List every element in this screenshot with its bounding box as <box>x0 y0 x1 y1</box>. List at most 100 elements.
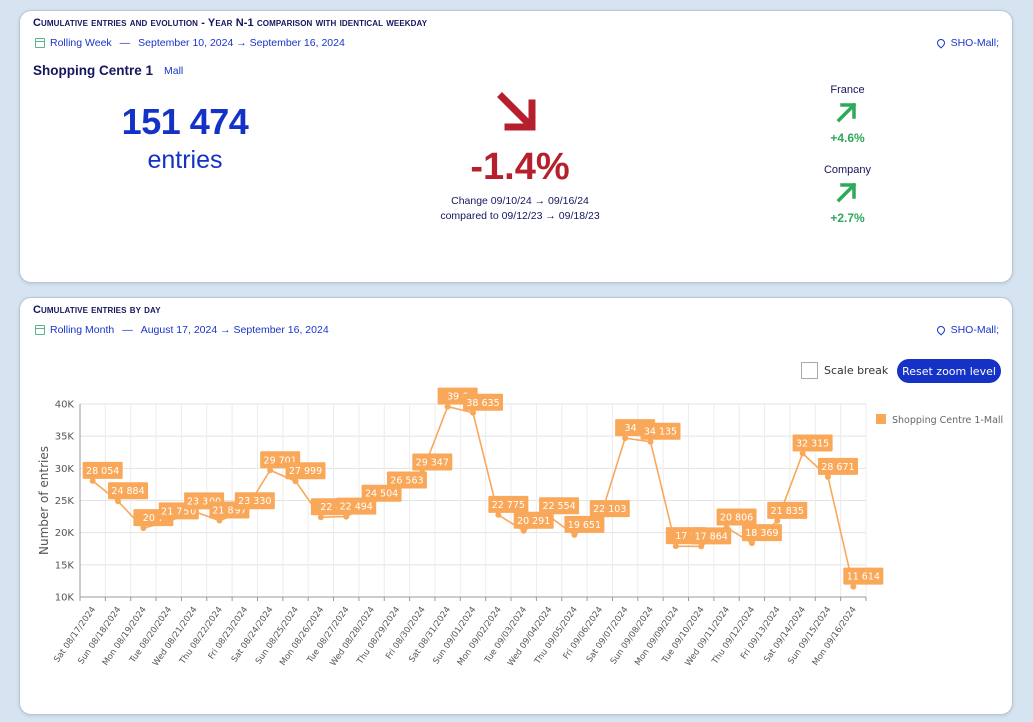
data-label: 11 614 <box>847 572 880 583</box>
data-label-box <box>336 497 377 515</box>
data-point <box>495 511 502 518</box>
data-point <box>444 403 451 410</box>
calendar-icon <box>35 38 45 48</box>
scale-break-toggle[interactable]: Scale break <box>801 362 888 379</box>
data-label: 20 806 <box>720 512 753 523</box>
summary-card: Cumulative entries and evolution - Year … <box>19 10 1013 283</box>
change-value: -1.4% <box>470 146 570 188</box>
data-point <box>672 543 679 550</box>
data-label-box <box>691 527 732 545</box>
data-label: 24 884 <box>111 486 144 497</box>
data-label-box <box>463 393 503 411</box>
data-label-box <box>640 422 681 440</box>
change-period: Change 09/10/24 → 09/16/24 <box>451 195 589 207</box>
data-point <box>647 438 654 445</box>
data-label-box <box>792 434 833 452</box>
data-point <box>622 435 629 442</box>
scale-break-checkbox[interactable] <box>801 362 818 379</box>
data-point <box>774 517 781 524</box>
data-point <box>698 543 705 550</box>
data-point <box>317 514 324 521</box>
data-label: 27 999 <box>289 466 322 477</box>
data-label: 22 554 <box>542 501 575 512</box>
data-label-box <box>234 492 275 510</box>
data-label-box <box>361 484 402 502</box>
data-label-box <box>412 453 453 471</box>
y-tick-label: 25K <box>55 496 75 507</box>
data-point <box>89 477 96 484</box>
period-type: Rolling Week <box>50 37 112 49</box>
daily-entries-card: Cumulative entries by day Rolling Month … <box>19 297 1013 715</box>
data-label: 34 135 <box>644 427 677 438</box>
entries-value: 151 474 <box>121 101 249 142</box>
data-label: 28 054 <box>86 466 119 477</box>
period-dates: September 10, 2024 → September 16, 2024 <box>138 37 345 49</box>
data-point <box>267 467 274 474</box>
y-tick-label: 30K <box>55 464 75 475</box>
y-tick-label: 15K <box>55 560 75 571</box>
y-tick-label: 35K <box>55 432 75 443</box>
summary-location: SHO-Mall; <box>934 37 999 49</box>
data-label-box <box>767 501 808 519</box>
data-label: 17 9 <box>675 531 696 542</box>
france-label: France <box>830 84 865 96</box>
daily-location: SHO-Mall; <box>934 324 999 336</box>
legend-label: Shopping Centre 1-Mall <box>892 415 1003 426</box>
location-label: SHO-Mall; <box>950 37 999 49</box>
data-point <box>292 478 299 485</box>
period-separator: — <box>119 37 131 49</box>
data-label: 22 4 <box>320 502 341 513</box>
data-label: 22 494 <box>340 502 373 513</box>
y-tick-label: 10K <box>55 593 75 604</box>
calendar-icon <box>35 325 45 335</box>
data-label-box <box>488 495 529 513</box>
data-label-box <box>716 508 757 526</box>
daily-period: Rolling Month — August 17, 2024 → Septem… <box>35 324 329 336</box>
summary-period: Rolling Week — September 10, 2024 → Sept… <box>35 37 345 49</box>
data-point <box>799 450 806 457</box>
data-label: 20 7 <box>143 513 164 524</box>
data-label: 26 563 <box>390 475 423 486</box>
data-point <box>140 525 147 532</box>
data-point <box>216 517 223 524</box>
data-point <box>748 540 755 547</box>
data-label: 32 315 <box>796 438 829 449</box>
data-label: 38 635 <box>466 398 499 409</box>
arrow-up-right-icon <box>836 102 857 123</box>
arrow-up-right-icon <box>836 182 857 203</box>
change-comparison: compared to 09/12/23 → 09/18/23 <box>440 210 600 222</box>
daily-card-title: Cumulative entries by day <box>33 304 161 316</box>
arrow-down-right-icon <box>497 92 536 131</box>
data-label: 21 835 <box>771 506 804 517</box>
data-label: 18 369 <box>745 528 778 539</box>
data-point <box>850 583 857 590</box>
location-label: SHO-Mall; <box>950 324 999 336</box>
period-dates: August 17, 2024 → September 16, 2024 <box>140 324 329 336</box>
data-label: 29 701 <box>264 455 297 466</box>
period-type: Rolling Month <box>50 324 115 336</box>
data-label: 17 864 <box>695 531 728 542</box>
company-label: Company <box>823 164 872 176</box>
data-label: 39 6 <box>447 392 468 403</box>
period-separator: — <box>122 324 133 336</box>
data-label-box <box>513 511 554 529</box>
data-label-box <box>82 461 123 479</box>
data-label-box <box>108 482 149 500</box>
reset-zoom-button[interactable]: Reset zoom level <box>897 359 1001 383</box>
data-label: 19 651 <box>568 520 601 531</box>
company-value: +2.7% <box>830 211 865 225</box>
data-label: 22 103 <box>593 504 626 515</box>
data-label: 24 504 <box>365 489 398 500</box>
data-label: 21 7 5 0 <box>161 506 196 517</box>
data-label-box <box>589 500 630 518</box>
data-label: 20 291 <box>517 516 550 527</box>
y-axis-title: Number of entries <box>37 446 51 555</box>
data-label: 28 671 <box>821 462 854 473</box>
data-label: 21 8 97 <box>212 505 246 516</box>
data-label-box <box>817 457 858 475</box>
data-label-box <box>741 524 782 542</box>
france-value: +4.6% <box>830 131 865 145</box>
data-label: 23 330 <box>238 496 271 507</box>
data-point <box>520 527 527 534</box>
